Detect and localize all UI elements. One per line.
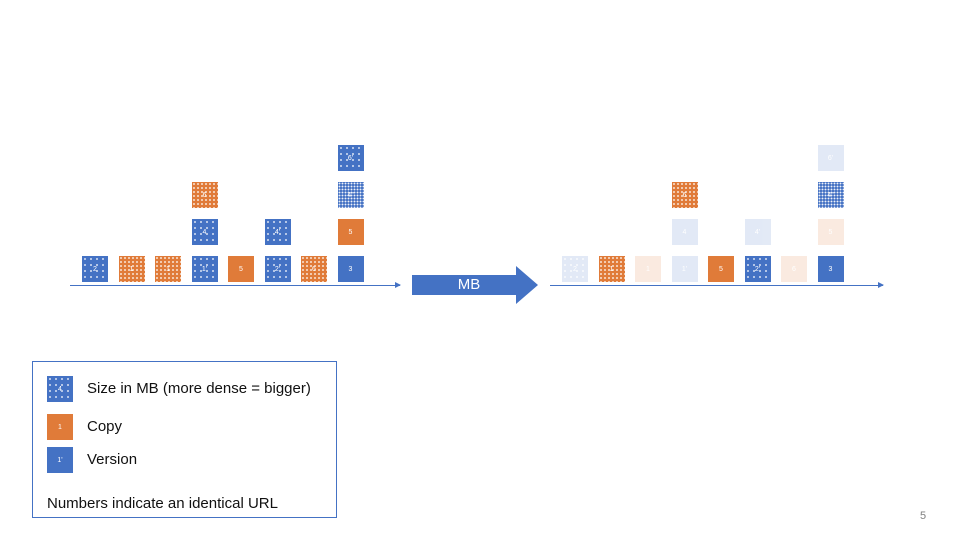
left-diagram-block-9: 6	[301, 256, 327, 282]
left-diagram-block-1: 1	[118, 256, 145, 282]
legend-swatch-version: 1'	[47, 447, 73, 473]
legend-text-size: Size in MB (more dense = bigger)	[87, 380, 311, 397]
right-diagram-block-6: 5	[708, 256, 734, 282]
left-diagram-block-0: 2	[82, 256, 108, 282]
left-diagram-block-8: 4'	[264, 219, 291, 245]
left-diagram-block-6: 5	[228, 256, 254, 282]
legend-swatch-size: 4	[47, 376, 73, 402]
left-diagram-block-7: 2'	[264, 256, 291, 282]
left-diagram-block-3: 1'	[191, 256, 218, 282]
right-diagram-block-3: 1'	[671, 256, 698, 282]
legend-text-version: Version	[87, 451, 138, 468]
left-diagram-block-13: 6'	[337, 145, 364, 171]
left-diagram-block-4: 4	[191, 219, 218, 245]
page-number: 5	[920, 510, 927, 522]
right-diagram-block-0: 2	[562, 256, 588, 282]
right-diagram-block-11: 5	[817, 219, 844, 245]
legend-note: Numbers indicate an identical URL	[47, 495, 278, 512]
right-diagram-block-1: 1	[598, 256, 625, 282]
transform-arrow-shaft	[412, 275, 516, 295]
transform-arrow-head	[516, 266, 538, 304]
legend-box: 4 Size in MB (more dense = bigger) 1 Cop…	[32, 361, 337, 518]
legend-swatch-copy: 1	[47, 414, 73, 440]
left-diagram-block-12: 4''	[337, 182, 364, 208]
right-diagram-block-13: 6'	[817, 145, 844, 171]
legend-text-copy: Copy	[87, 418, 123, 435]
left-diagram-block-5: 6	[191, 182, 218, 208]
left-diagram-block-2: 1	[155, 256, 181, 282]
left-diagram-block-10: 3	[337, 256, 364, 282]
right-diagram-block-5: 6	[671, 182, 698, 208]
left-diagram-block-11: 5	[337, 219, 364, 245]
right-diagram-block-10: 3	[817, 256, 844, 282]
right-diagram-block-12: 4''	[817, 182, 844, 208]
right-axis-arrow	[550, 282, 884, 288]
left-axis-arrow	[70, 282, 401, 288]
right-diagram-block-9: 6	[781, 256, 807, 282]
transform-arrow: MB	[412, 266, 538, 304]
right-diagram-block-8: 4'	[744, 219, 771, 245]
right-diagram-block-2: 1	[635, 256, 661, 282]
right-diagram-block-4: 4	[671, 219, 698, 245]
transform-arrow-label: MB	[457, 276, 481, 293]
right-diagram-block-7: 2'	[744, 256, 771, 282]
